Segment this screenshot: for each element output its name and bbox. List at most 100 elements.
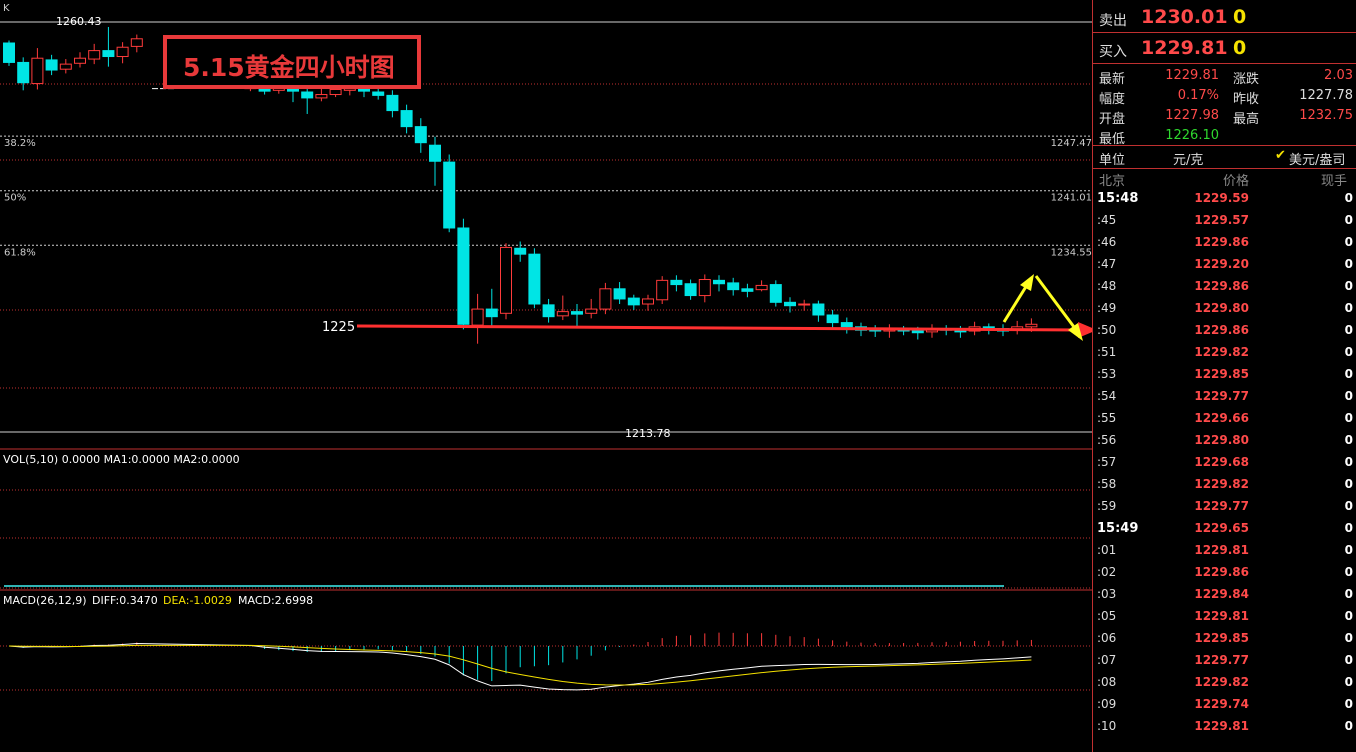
tick-row: :56 1229.80 0 (1093, 430, 1356, 452)
chart-title-box: 5.15黄金四小时图 (163, 35, 421, 89)
tick-price: 1229.86 (1194, 565, 1249, 579)
tick-price: 1229.66 (1194, 411, 1249, 425)
candle-down (627, 297, 640, 306)
candle-up (755, 284, 768, 291)
tick-row: 15:49 1229.65 0 (1093, 518, 1356, 540)
tick-price: 1229.86 (1194, 323, 1249, 337)
tick-time: :46 (1097, 235, 1117, 249)
tick-volume: 0 (1344, 587, 1353, 601)
sell-row: 卖出 1230.01 0 (1093, 2, 1356, 33)
candle-up (315, 94, 328, 99)
macd-value-label: MACD:2.6998 (238, 594, 313, 607)
kline-chart-area[interactable]: K 38.2% 1247.47 50% 1241.01 61.8% 1234.55 1260.… (0, 0, 1092, 752)
fib-label: 38.2% (4, 138, 36, 149)
tick-time: :47 (1097, 257, 1117, 271)
tick-time: :01 (1097, 543, 1117, 557)
candle-down (769, 284, 782, 303)
tick-volume: 0 (1344, 697, 1353, 711)
candle-down (45, 59, 58, 71)
candle-up (656, 279, 669, 301)
fib-value-label: 1234.55 (1051, 247, 1092, 258)
tick-row: :59 1229.77 0 (1093, 496, 1356, 518)
tick-row: :58 1229.82 0 (1093, 474, 1356, 496)
tick-time: :48 (1097, 279, 1117, 293)
candle-down (301, 91, 314, 99)
tick-row: :08 1229.82 0 (1093, 672, 1356, 694)
macd-dea-line (8, 644, 1032, 686)
tick-price: 1229.65 (1194, 521, 1249, 535)
candle-up (130, 38, 143, 47)
tick-price: 1229.74 (1194, 697, 1249, 711)
tick-row: :01 1229.81 0 (1093, 540, 1356, 562)
stat-label-range: 幅度 (1099, 92, 1126, 107)
tick-row: :54 1229.77 0 (1093, 386, 1356, 408)
tick-price: 1229.85 (1194, 367, 1249, 381)
currency-toggle[interactable]: 美元/盎司 (1289, 153, 1346, 168)
candle-down (571, 311, 583, 315)
header-price: 价格 (1223, 174, 1250, 189)
tick-time: :51 (1097, 345, 1117, 359)
tick-time: :06 (1097, 631, 1117, 645)
tick-price: 1229.81 (1194, 609, 1249, 623)
tick-row: :45 1229.57 0 (1093, 210, 1356, 232)
tick-price: 1229.80 (1194, 433, 1249, 447)
candle-down (443, 161, 456, 229)
candle-up (471, 308, 484, 326)
tick-price: 1229.81 (1194, 719, 1249, 733)
tick-row: :05 1229.81 0 (1093, 606, 1356, 628)
tick-price: 1229.59 (1194, 191, 1249, 205)
candle-down (812, 303, 825, 316)
tick-volume: 0 (1344, 433, 1353, 447)
unit-value[interactable]: 元/克 (1173, 153, 1204, 168)
candle-down (542, 304, 555, 318)
tick-row: :06 1229.85 0 (1093, 628, 1356, 650)
tick-time: :03 (1097, 587, 1117, 601)
tick-time: :57 (1097, 455, 1117, 469)
tick-time: 15:49 (1097, 521, 1139, 536)
tick-row: :48 1229.86 0 (1093, 276, 1356, 298)
candle-down (400, 110, 413, 128)
candle-down (911, 330, 924, 334)
candle-up (88, 50, 101, 60)
fib-value-label: 1241.01 (1051, 193, 1092, 204)
buy-label: 买入 (1099, 44, 1127, 60)
candle-down (670, 279, 683, 286)
candle-down (713, 279, 725, 285)
tick-volume: 0 (1344, 499, 1353, 513)
sell-label: 卖出 (1099, 13, 1127, 29)
kline-chart-svg[interactable]: K 38.2% 1247.47 50% 1241.01 61.8% 1234.55 1260.… (0, 0, 1092, 752)
candle-down (429, 144, 441, 162)
fib-label: 61.8% (4, 247, 36, 258)
tick-time: :59 (1097, 499, 1117, 513)
tick-volume: 0 (1344, 191, 1353, 205)
tick-row: :50 1229.86 0 (1093, 320, 1356, 342)
corner-label: K (3, 3, 10, 14)
tick-row: :07 1229.77 0 (1093, 650, 1356, 672)
candle-up (59, 63, 72, 70)
fib-label: 50% (4, 193, 26, 204)
tick-price: 1229.82 (1194, 345, 1249, 359)
macd-diff-label: DIFF:0.3470 (92, 594, 158, 607)
tick-time: :49 (1097, 301, 1117, 315)
candle-up (116, 46, 129, 58)
tick-volume: 0 (1344, 345, 1353, 359)
tick-price: 1229.57 (1194, 213, 1249, 227)
tick-volume: 0 (1344, 213, 1353, 227)
candle-up (329, 88, 342, 96)
stat-label-low: 最低 (1099, 132, 1126, 147)
quote-panel: 卖出 1230.01 0 买入 1229.81 0 最新 1229.81 涨跌 … (1092, 0, 1356, 752)
forecast-arrow-up-head (1020, 274, 1034, 291)
tick-volume: 0 (1344, 455, 1353, 469)
tick-time: :09 (1097, 697, 1117, 711)
stat-label-open: 开盘 (1099, 112, 1126, 127)
volume-label: VOL(5,10) 0.0000 MA1:0.0000 MA2:0.0000 (3, 453, 240, 466)
tick-row: :47 1229.20 0 (1093, 254, 1356, 276)
tick-price: 1229.77 (1194, 499, 1249, 513)
tick-volume: 0 (1344, 301, 1353, 315)
candle-down (17, 61, 30, 84)
candle-down (102, 50, 115, 58)
tick-time: :45 (1097, 213, 1117, 227)
tick-price: 1229.86 (1194, 235, 1249, 249)
tick-time: :07 (1097, 653, 1117, 667)
tick-row: :02 1229.86 0 (1093, 562, 1356, 584)
